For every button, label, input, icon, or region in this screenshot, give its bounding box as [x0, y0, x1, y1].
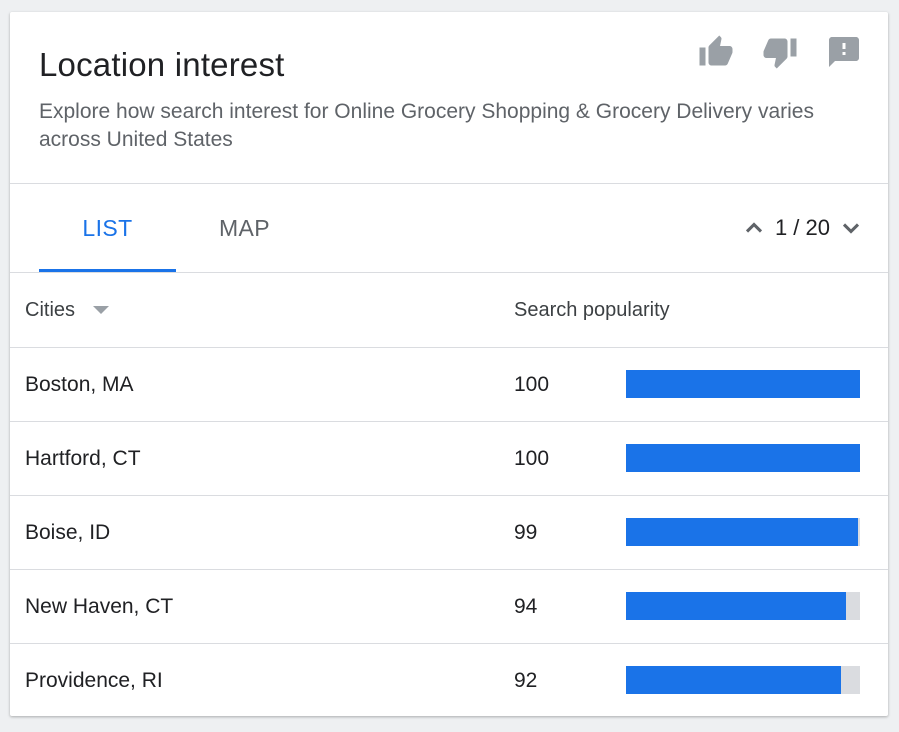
header-actions [694, 35, 866, 69]
city-name[interactable]: Providence, RI [25, 668, 163, 692]
popularity-value: 100 [514, 446, 550, 470]
popularity-value: 94 [514, 594, 538, 618]
popularity-column-header: Search popularity [514, 298, 670, 321]
popularity-bar-fill [626, 444, 860, 472]
page-indicator: 1 / 20 [774, 215, 830, 240]
thumbs-down-icon[interactable] [758, 36, 802, 69]
previous-page-button[interactable] [739, 213, 769, 243]
tab-map[interactable]: MAP [218, 214, 271, 241]
dropdown-arrow-icon[interactable] [93, 306, 110, 314]
table-row: Boise, ID 99 [10, 496, 888, 570]
table-row: Boston, MA 100 [10, 348, 888, 422]
popularity-value: 92 [514, 668, 538, 692]
table-body: Boston, MA 100 Hartford, CT 100 Boise, ID 99 N… [10, 348, 888, 716]
card-subtitle: Explore how search interest for Online G… [39, 100, 814, 151]
tabs-bar: LIST MAP 1 / 20 [10, 184, 888, 273]
table-row: Hartford, CT 100 [10, 422, 888, 496]
popularity-bar-fill [626, 370, 860, 398]
card-header: Location interest Explore how search int… [10, 12, 888, 184]
table-row: Providence, RI 92 [10, 644, 888, 716]
popularity-bar-track [626, 666, 860, 694]
chevron-up-icon [745, 222, 763, 233]
popularity-value: 100 [514, 372, 550, 396]
popularity-bar-track [626, 444, 860, 472]
card-title: Location interest [39, 46, 285, 83]
popularity-bar-track [626, 518, 860, 546]
popularity-bar-fill [626, 666, 842, 694]
chevron-down-icon [842, 223, 860, 234]
popularity-bar-fill [626, 592, 846, 620]
thumbs-up-icon[interactable] [694, 35, 738, 68]
cities-column-label: Cities [25, 298, 76, 321]
table-header: Cities Search popularity [10, 273, 888, 348]
popularity-value: 99 [514, 520, 538, 544]
table-row: New Haven, CT 94 [10, 570, 888, 644]
city-name[interactable]: Hartford, CT [25, 446, 141, 470]
popularity-bar-track [626, 370, 860, 398]
popularity-bar-track [626, 592, 860, 620]
location-interest-card: Location interest Explore how search int… [10, 12, 888, 716]
next-page-button[interactable] [836, 213, 866, 243]
city-name[interactable]: Boise, ID [25, 520, 111, 544]
popularity-bar-fill [626, 518, 858, 546]
pagination: 1 / 20 [739, 184, 866, 272]
city-name[interactable]: Boston, MA [25, 372, 134, 396]
cities-column-header[interactable]: Cities [25, 273, 110, 347]
city-name[interactable]: New Haven, CT [25, 594, 174, 618]
feedback-icon[interactable] [822, 36, 866, 68]
tab-list[interactable]: LIST [39, 184, 176, 272]
